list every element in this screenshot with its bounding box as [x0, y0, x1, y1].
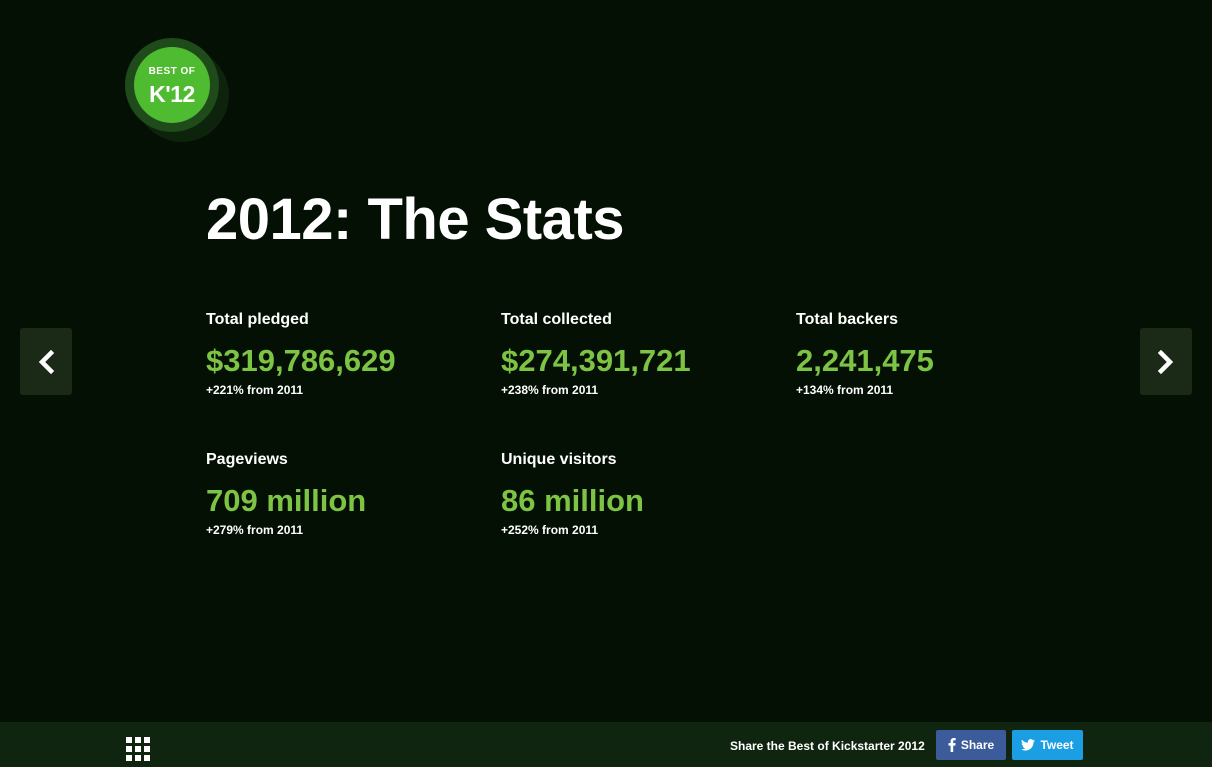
stat-label: Unique visitors [501, 451, 617, 468]
twitter-tweet-button[interactable]: Tweet [1012, 730, 1083, 760]
stat-value: $319,786,629 [206, 343, 396, 378]
stat-change: +252% from 2011 [501, 523, 599, 537]
stat-change: +238% from 2011 [501, 383, 599, 397]
stat-change: +134% from 2011 [796, 383, 894, 397]
stat-label: Pageviews [206, 451, 288, 468]
twitter-tweet-label: Tweet [1040, 738, 1074, 752]
previous-slide-button[interactable] [20, 328, 72, 395]
share-prompt: Share the Best of Kickstarter 2012 [730, 739, 925, 753]
facebook-share-label: Share [960, 738, 995, 752]
stat-label: Total backers [796, 311, 898, 328]
badge-line2: K'12 [149, 81, 195, 107]
stat-label: Total collected [501, 311, 612, 328]
stat-unique-visitors: Unique visitors 86 million +252% from 20… [501, 450, 781, 537]
facebook-share-button[interactable]: Share [936, 730, 1006, 760]
chevron-left-icon [38, 349, 55, 374]
stat-value: 2,241,475 [796, 343, 934, 378]
stat-total-pledged: Total pledged $319,786,629 +221% from 20… [206, 310, 486, 397]
stat-total-collected: Total collected $274,391,721 +238% from … [501, 310, 781, 397]
stat-value: 709 million [206, 483, 367, 518]
twitter-bird-icon [1021, 739, 1036, 751]
footer-bar: Share the Best of Kickstarter 2012 Share… [0, 722, 1212, 767]
grid-menu-button[interactable] [126, 737, 150, 761]
stat-value: $274,391,721 [501, 343, 691, 378]
best-of-logo: BEST OF K'12 [125, 38, 229, 142]
stat-pageviews: Pageviews 709 million +279% from 2011 [206, 450, 486, 537]
chevron-right-icon [1157, 349, 1174, 374]
badge-line1: BEST OF [148, 66, 196, 77]
stat-label: Total pledged [206, 311, 309, 328]
stat-value: 86 million [501, 483, 644, 518]
page-title: 2012: The Stats [206, 187, 625, 252]
badge-circle: BEST OF K'12 [134, 47, 210, 123]
stat-change: +279% from 2011 [206, 523, 304, 537]
stat-total-backers: Total backers 2,241,475 +134% from 2011 [796, 310, 1076, 397]
stat-change: +221% from 2011 [206, 383, 304, 397]
facebook-icon [948, 738, 956, 752]
grid-icon [126, 737, 150, 761]
next-slide-button[interactable] [1140, 328, 1192, 395]
